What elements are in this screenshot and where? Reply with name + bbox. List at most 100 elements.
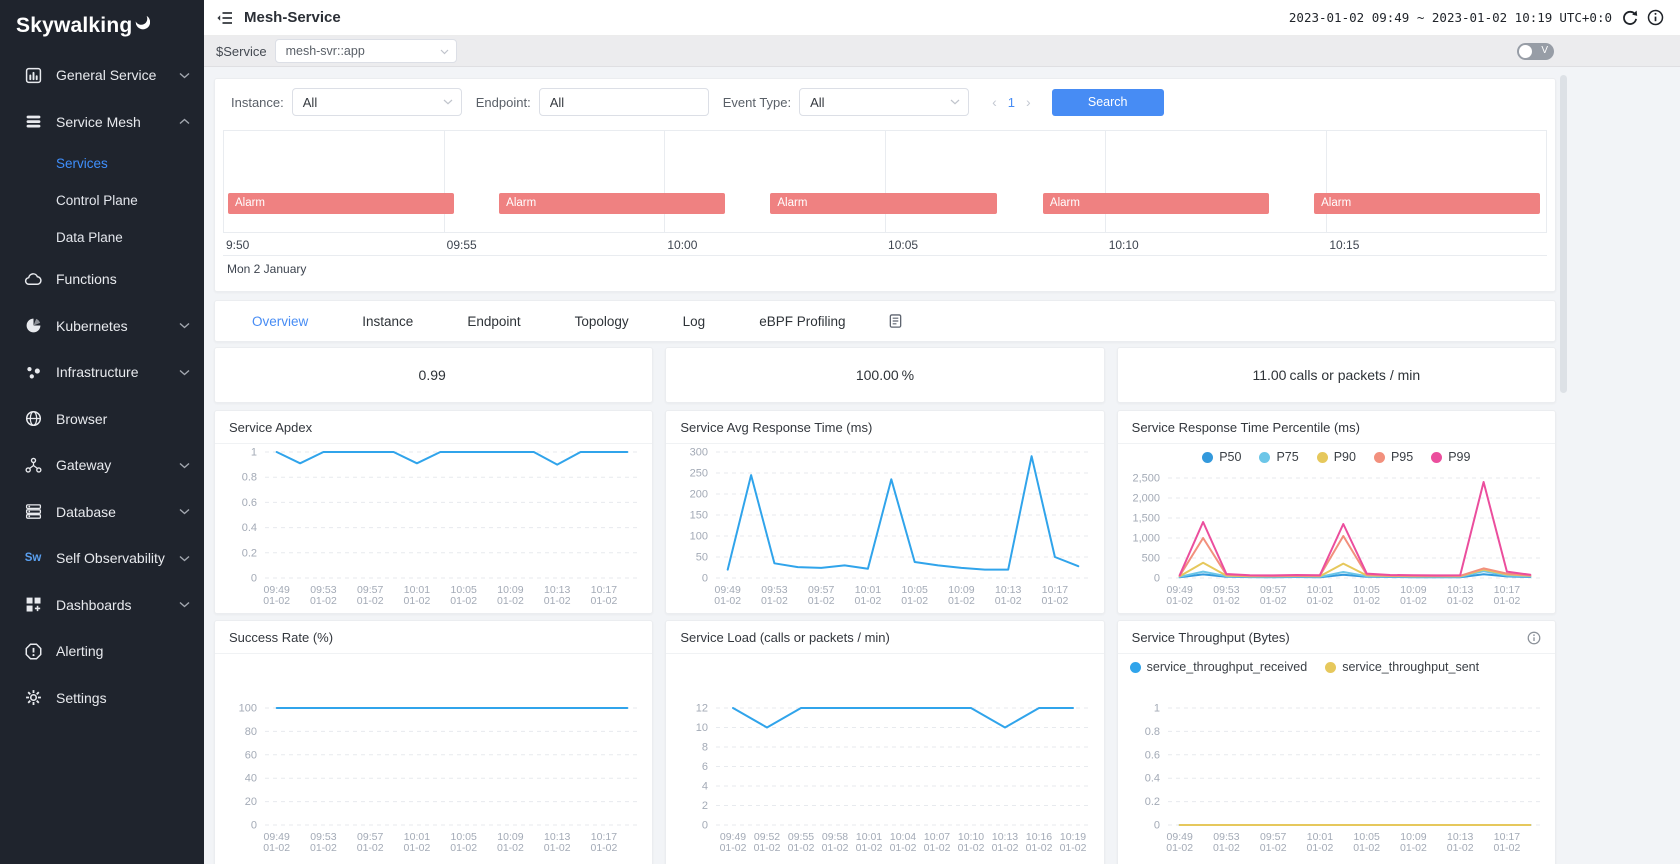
sidebar-item-services[interactable]: Services xyxy=(0,145,204,182)
skywalking-logo[interactable]: Skywalking xyxy=(0,0,204,48)
sidebar-item-general-service[interactable]: General Service xyxy=(0,52,204,99)
app-root: Skywalking General Service Service Mesh xyxy=(0,0,1680,864)
sidebar-item-infrastructure[interactable]: Infrastructure xyxy=(0,349,204,396)
alarm-event-bar[interactable]: Alarm xyxy=(1043,193,1269,214)
sidebar-item-gateway[interactable]: Gateway xyxy=(0,442,204,489)
sidebar-item-settings[interactable]: Settings xyxy=(0,675,204,722)
sidebar-item-dashboards[interactable]: Dashboards xyxy=(0,582,204,629)
svg-text:0.4: 0.4 xyxy=(1144,773,1159,785)
svg-text:0: 0 xyxy=(251,820,257,832)
logo-text: Skywalking xyxy=(16,14,132,38)
timeline-column xyxy=(886,131,1107,232)
next-page-button[interactable]: › xyxy=(1019,94,1038,110)
timezone-label: UTC+0:0 xyxy=(1559,10,1612,25)
alarm-event-bar[interactable]: Alarm xyxy=(1314,193,1540,214)
svg-text:0.6: 0.6 xyxy=(242,497,257,509)
collapse-menu-icon[interactable] xyxy=(216,9,234,27)
legend-item[interactable]: P99 xyxy=(1431,450,1470,464)
dashboard-list-icon[interactable] xyxy=(888,313,903,329)
chevron-down-icon xyxy=(179,508,190,515)
time-range[interactable]: 2023-01-02 09:49 ~ 2023-01-02 10:19 xyxy=(1289,10,1552,25)
event-type-select[interactable]: All xyxy=(799,88,969,116)
alarm-event-bar[interactable]: Alarm xyxy=(228,193,454,214)
svg-text:300: 300 xyxy=(690,447,708,459)
alarm-event-bar[interactable]: Alarm xyxy=(770,193,996,214)
service-select[interactable]: mesh-svr::app xyxy=(275,39,457,63)
svg-text:0: 0 xyxy=(1154,820,1160,832)
sidebar-item-control-plane[interactable]: Control Plane xyxy=(0,182,204,219)
legend-item[interactable]: P75 xyxy=(1259,450,1298,464)
legend-item[interactable]: P95 xyxy=(1374,450,1413,464)
endpoint-input[interactable] xyxy=(539,88,709,116)
legend-item[interactable]: P90 xyxy=(1317,450,1356,464)
timeline-column xyxy=(224,131,445,232)
chart-legend: P50 P75 P90 P95 P99 xyxy=(1118,444,1555,470)
svg-text:01-02: 01-02 xyxy=(357,842,384,854)
toggle-knob xyxy=(1519,45,1532,58)
svg-text:01-02: 01-02 xyxy=(1026,842,1053,854)
svg-text:80: 80 xyxy=(245,726,257,738)
info-icon[interactable] xyxy=(1647,9,1664,26)
alarm-event-bar[interactable]: Alarm xyxy=(499,193,725,214)
scrollbar[interactable] xyxy=(1560,75,1567,393)
line-chart[interactable]: 12108642009:4901-0209:5201-0209:5501-020… xyxy=(666,654,1103,859)
version-toggle[interactable]: V xyxy=(1517,43,1554,60)
tab-overview[interactable]: Overview xyxy=(225,314,335,329)
current-page[interactable]: 1 xyxy=(1004,95,1019,110)
sidebar-item-functions[interactable]: Functions xyxy=(0,256,204,303)
svg-text:01-02: 01-02 xyxy=(855,595,882,607)
svg-text:2,000: 2,000 xyxy=(1132,493,1160,505)
main-area: Mesh-Service 2023-01-02 09:49 ~ 2023-01-… xyxy=(204,0,1680,864)
tab-log[interactable]: Log xyxy=(656,314,733,329)
legend-item[interactable]: P50 xyxy=(1202,450,1241,464)
sidebar-item-browser[interactable]: Browser xyxy=(0,396,204,443)
tab-ebpf-profiling[interactable]: eBPF Profiling xyxy=(732,314,872,329)
line-chart[interactable]: 10080604020009:4901-0209:5301-0209:5701-… xyxy=(215,654,652,859)
line-chart[interactable]: 30025020015010050009:4901-0209:5301-0209… xyxy=(666,444,1103,612)
legend-dot-icon xyxy=(1259,452,1270,463)
top-header: Mesh-Service 2023-01-02 09:49 ~ 2023-01-… xyxy=(204,0,1680,36)
search-button[interactable]: Search xyxy=(1052,89,1164,116)
chart-canvas: 10080604020009:4901-0209:5301-0209:5701-… xyxy=(215,654,652,859)
svg-text:01-02: 01-02 xyxy=(992,842,1019,854)
chevron-down-icon xyxy=(179,555,190,562)
sidebar-item-kubernetes[interactable]: Kubernetes xyxy=(0,303,204,350)
sidebar-item-data-plane[interactable]: Data Plane xyxy=(0,219,204,256)
chart-card-service-load: Service Load (calls or packets / min) 12… xyxy=(665,620,1104,864)
sidebar: Skywalking General Service Service Mesh xyxy=(0,0,204,864)
chevron-down-icon xyxy=(179,369,190,376)
gear-icon xyxy=(24,689,42,707)
svg-text:01-02: 01-02 xyxy=(958,842,985,854)
legend-item[interactable]: service_throughput_received xyxy=(1130,660,1308,674)
info-icon[interactable] xyxy=(1527,631,1541,645)
svg-text:150: 150 xyxy=(690,510,708,522)
svg-text:01-02: 01-02 xyxy=(497,842,524,854)
refresh-icon[interactable] xyxy=(1621,9,1638,26)
line-chart[interactable]: 2,5002,0001,5001,000500009:4901-0209:530… xyxy=(1118,470,1555,612)
prev-page-button[interactable]: ‹ xyxy=(985,94,1004,110)
chart-canvas: 12108642009:4901-0209:5201-0209:5501-020… xyxy=(666,654,1103,859)
sidebar-item-self-observability[interactable]: Sw Self Observability xyxy=(0,535,204,582)
tab-topology[interactable]: Topology xyxy=(548,314,656,329)
tab-instance[interactable]: Instance xyxy=(335,314,440,329)
timeline-date-label: Mon 2 January xyxy=(223,255,1547,280)
line-chart[interactable]: 10.80.60.40.2009:4901-0209:5301-0209:570… xyxy=(1118,680,1555,859)
sidebar-item-service-mesh[interactable]: Service Mesh xyxy=(0,99,204,146)
svg-text:01-02: 01-02 xyxy=(1259,842,1286,854)
sidebar-item-alerting[interactable]: Alerting xyxy=(0,628,204,675)
sidebar-item-database[interactable]: Database xyxy=(0,489,204,536)
svg-text:01-02: 01-02 xyxy=(404,842,431,854)
legend-item[interactable]: service_throughput_sent xyxy=(1325,660,1479,674)
chart-card-service-throughput: Service Throughput (Bytes) service_throu… xyxy=(1117,620,1556,864)
instance-select[interactable]: All xyxy=(292,88,462,116)
svg-text:01-02: 01-02 xyxy=(1306,842,1333,854)
svg-text:60: 60 xyxy=(245,749,257,761)
timeline-column xyxy=(445,131,666,232)
svg-text:01-02: 01-02 xyxy=(544,595,571,607)
svg-text:01-02: 01-02 xyxy=(1493,842,1520,854)
tab-endpoint[interactable]: Endpoint xyxy=(440,314,547,329)
globe-icon xyxy=(24,410,42,428)
line-chart[interactable]: 10.80.60.40.2009:4901-0209:5301-0209:570… xyxy=(215,444,652,612)
svg-text:01-02: 01-02 xyxy=(902,595,929,607)
metric-card-success-rate: 100.00 % xyxy=(665,347,1104,403)
